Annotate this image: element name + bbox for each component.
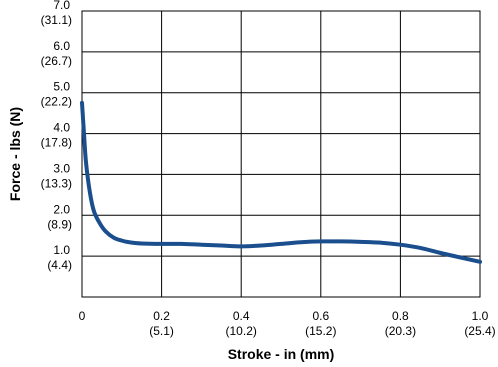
plot-area-frame <box>81 10 481 298</box>
y-tick-sublabel: (8.9) <box>47 217 72 231</box>
y-tick-sublabel: (31.1) <box>41 13 72 27</box>
y-tick-label: 5.0 <box>53 80 70 94</box>
x-tick-label: 0.4 <box>233 309 250 323</box>
y-tick-label: 3.0 <box>53 161 70 175</box>
y-tick-label: 6.0 <box>53 39 70 53</box>
x-tick-label: 1.0 <box>472 309 489 323</box>
y-tick-label: 2.0 <box>53 202 70 216</box>
x-tick-sublabel: (20.3) <box>385 324 416 338</box>
x-tick-sublabel: (15.2) <box>305 324 336 338</box>
series-line-0 <box>80 100 482 264</box>
x-axis-tick-labels: 0 0.2(5.1) 0.4(10.2) 0.6(15.2) 0.8(20.3) 1.0(… <box>79 309 496 338</box>
y-tick-sublabel: (13.3) <box>41 176 72 190</box>
x-tick-label: 0.6 <box>312 309 329 323</box>
y-axis-tick-labels: 1.0(4.4) 2.0(8.9) 3.0(13.3) 4.0(17.8) 5.0(22… <box>41 0 72 272</box>
series-group <box>80 100 482 264</box>
y-axis-title: Force - lbs (N) <box>7 107 23 201</box>
y-tick-label: 1.0 <box>53 243 70 257</box>
x-tick-label: 0.8 <box>392 309 409 323</box>
y-tick-label: 7.0 <box>53 0 70 12</box>
x-tick-sublabel: (5.1) <box>149 324 174 338</box>
x-tick-label: 0.2 <box>153 309 170 323</box>
y-tick-sublabel: (4.4) <box>47 258 72 272</box>
y-tick-sublabel: (26.7) <box>41 54 72 68</box>
x-tick-label: 0 <box>79 309 86 323</box>
x-axis-title: Stroke - in (mm) <box>228 346 335 362</box>
y-tick-sublabel: (17.8) <box>41 136 72 150</box>
grid-lines <box>82 11 480 297</box>
x-tick-sublabel: (10.2) <box>226 324 257 338</box>
y-tick-sublabel: (22.2) <box>41 95 72 109</box>
x-tick-sublabel: (25.4) <box>464 324 495 338</box>
y-tick-label: 4.0 <box>53 121 70 135</box>
